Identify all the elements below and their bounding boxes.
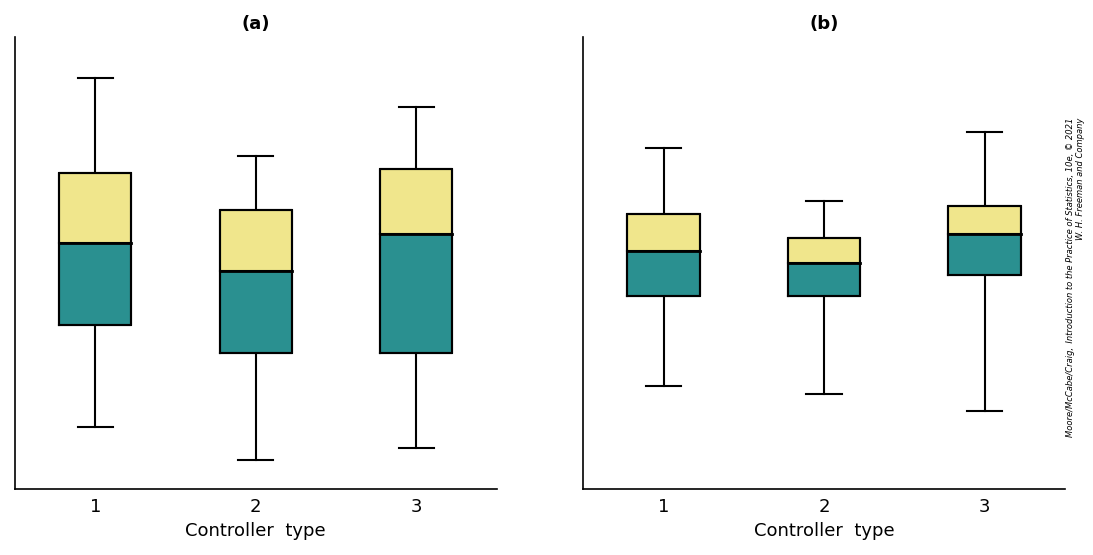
Bar bbox=[949, 205, 1021, 234]
Text: Moore/McCabe/Craig,  Introduction to the Practice of Statistics, 10e, © 2021
W. : Moore/McCabe/Craig, Introduction to the … bbox=[1066, 118, 1085, 437]
Title: (b): (b) bbox=[810, 15, 838, 33]
Bar bbox=[380, 169, 453, 234]
Bar bbox=[627, 251, 700, 296]
Bar bbox=[220, 271, 292, 354]
X-axis label: Controller  type: Controller type bbox=[186, 522, 326, 540]
Bar bbox=[59, 173, 131, 243]
Bar bbox=[627, 214, 700, 251]
Bar bbox=[788, 239, 860, 263]
Title: (a): (a) bbox=[242, 15, 270, 33]
Bar bbox=[949, 234, 1021, 275]
Bar bbox=[380, 234, 453, 354]
Bar bbox=[220, 210, 292, 271]
Bar bbox=[788, 263, 860, 296]
X-axis label: Controller  type: Controller type bbox=[754, 522, 894, 540]
Bar bbox=[59, 243, 131, 325]
